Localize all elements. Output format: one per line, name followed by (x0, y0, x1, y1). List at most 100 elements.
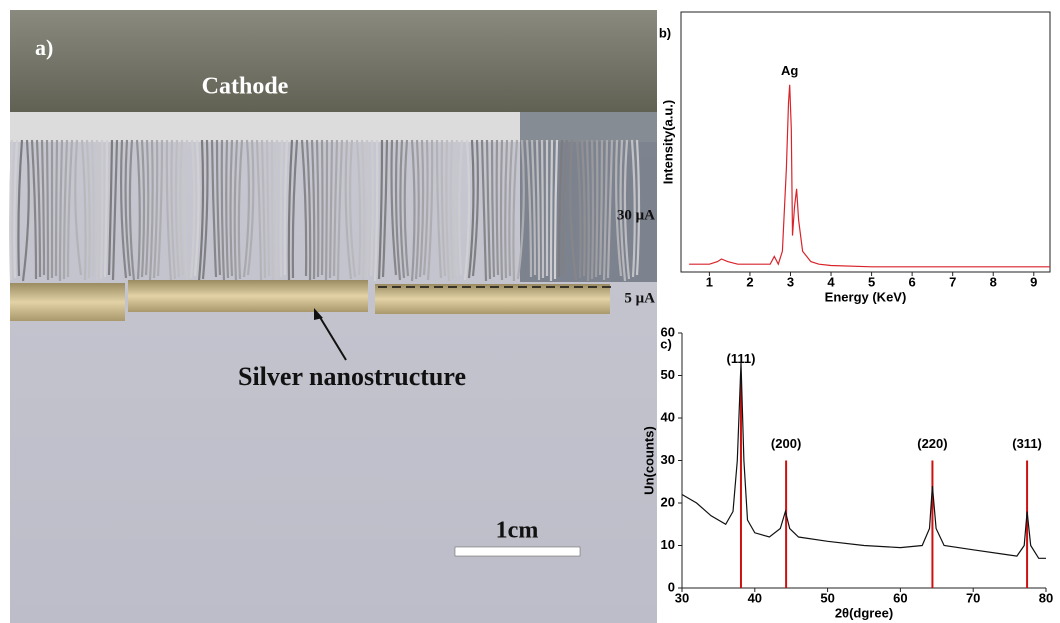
wire (210, 139, 218, 278)
wire (348, 139, 357, 278)
wire (111, 139, 119, 281)
photo: a) Cathode 30 μA 5 μA Silver nanostructu… (9, 10, 657, 623)
wire (233, 139, 239, 282)
data-line (681, 362, 1046, 559)
x-tick-label: 1 (706, 274, 713, 289)
wire (179, 139, 185, 276)
wire (54, 139, 59, 277)
y-tick-label: 10 (661, 537, 675, 552)
wire (410, 139, 416, 282)
deposit (128, 280, 368, 312)
wire (165, 139, 173, 282)
wire (30, 139, 38, 280)
wire (279, 139, 284, 278)
wire (414, 139, 420, 280)
cathode-label: Cathode (202, 74, 289, 100)
wire (170, 139, 177, 280)
wire (399, 139, 406, 279)
wire (9, 139, 14, 281)
wire (220, 139, 226, 281)
wire (103, 139, 109, 278)
x-tick-label: 30 (675, 590, 689, 605)
wire (144, 139, 150, 276)
wire (553, 139, 559, 280)
wire (193, 139, 200, 277)
deposit (10, 283, 125, 321)
wire (495, 139, 500, 276)
wire (471, 139, 479, 277)
current-label: 5 μA (624, 290, 655, 306)
wire (183, 139, 189, 281)
x-axis-label: 2θ(dgree) (835, 605, 893, 620)
peak-label: (311) (1012, 436, 1042, 451)
x-tick-label: 2 (746, 274, 753, 289)
wire (369, 139, 374, 277)
wire (615, 139, 623, 277)
wire (435, 139, 443, 279)
wire (66, 139, 74, 278)
wire (535, 139, 541, 281)
plot-frame (680, 11, 1051, 273)
wire (229, 139, 234, 277)
wire (120, 139, 128, 279)
wire (344, 139, 353, 280)
wire (540, 139, 545, 279)
annotation: Ag (781, 63, 798, 78)
wire (569, 139, 578, 281)
wire (458, 139, 464, 276)
annotation: Silver nanostructure (238, 362, 466, 391)
x-tick-label: 5 (868, 274, 875, 289)
wire (189, 139, 196, 279)
y-tick-label: 20 (661, 494, 675, 509)
wire (512, 139, 519, 282)
wire (623, 139, 631, 280)
wire (95, 139, 100, 282)
wire (490, 139, 496, 278)
wire (291, 139, 299, 279)
wire (426, 139, 434, 281)
wire (355, 139, 362, 276)
wire (575, 139, 582, 279)
wire (74, 139, 83, 276)
wire (504, 139, 509, 279)
arrow-head (314, 308, 323, 320)
wire (485, 139, 492, 280)
wire (140, 139, 146, 278)
wire (594, 139, 599, 278)
panel-label: c) (660, 336, 672, 351)
wire (197, 139, 205, 282)
wire (99, 139, 104, 280)
wire (390, 139, 398, 276)
wire (255, 139, 263, 281)
x-tick-label: 80 (1039, 590, 1053, 605)
wire (580, 139, 586, 277)
wire (201, 139, 209, 280)
data-line (689, 84, 1050, 268)
wire (422, 139, 429, 276)
scale-bar (454, 546, 581, 557)
current-label: 30 μA (617, 207, 655, 223)
wire (467, 139, 475, 279)
wire (453, 139, 459, 278)
peak-label: (200) (771, 436, 801, 451)
wire (418, 139, 425, 278)
wire (332, 139, 339, 277)
wire (394, 139, 402, 281)
wire (324, 139, 329, 281)
wire (508, 139, 514, 277)
wire (480, 139, 488, 282)
wire (320, 139, 324, 276)
wire (260, 139, 267, 279)
wire (365, 139, 370, 279)
wire (13, 139, 19, 279)
wire (336, 139, 344, 282)
wire (62, 139, 69, 280)
wire (300, 139, 308, 277)
wire (85, 139, 91, 279)
wire (270, 139, 275, 282)
wire (598, 139, 604, 276)
wire (265, 139, 271, 277)
wire (440, 139, 447, 277)
wire (21, 139, 30, 282)
